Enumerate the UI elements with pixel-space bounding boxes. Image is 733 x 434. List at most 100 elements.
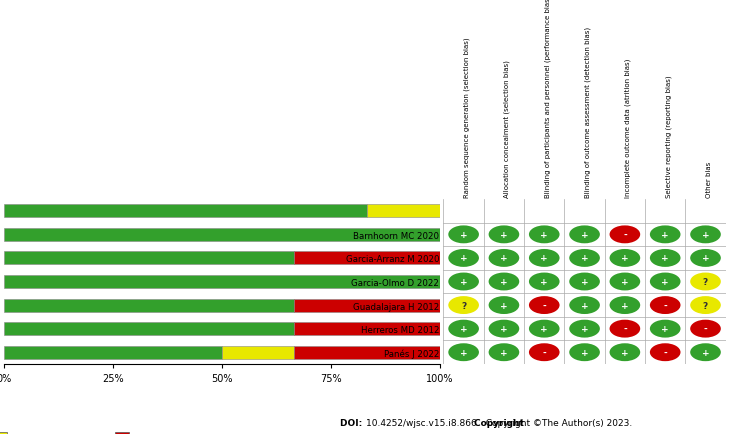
Bar — [4, 299, 295, 312]
Circle shape — [610, 343, 640, 362]
Circle shape — [650, 273, 680, 291]
Circle shape — [449, 343, 479, 362]
Circle shape — [449, 250, 479, 267]
Text: -: - — [623, 324, 627, 333]
Text: +: + — [661, 230, 669, 239]
Text: +: + — [581, 324, 589, 333]
Text: +: + — [621, 277, 629, 286]
Text: Copyright: Copyright — [474, 418, 527, 427]
Circle shape — [690, 273, 721, 291]
Circle shape — [449, 296, 479, 314]
Text: +: + — [500, 277, 508, 286]
Circle shape — [489, 343, 519, 362]
Text: +: + — [540, 324, 548, 333]
Circle shape — [650, 320, 680, 338]
Circle shape — [529, 250, 559, 267]
Text: 10.4252/wjsc.v15.i8.866  Copyright ©The Author(s) 2023.: 10.4252/wjsc.v15.i8.866 Copyright ©The A… — [366, 418, 632, 427]
Circle shape — [650, 226, 680, 244]
Text: +: + — [581, 254, 589, 263]
Text: Other bias: Other bias — [705, 161, 712, 197]
Text: 10.4252/wjsc.v15.i8.866: 10.4252/wjsc.v15.i8.866 — [0, 433, 1, 434]
Circle shape — [489, 273, 519, 291]
Circle shape — [690, 296, 721, 314]
Circle shape — [570, 226, 600, 244]
Circle shape — [570, 320, 600, 338]
Text: -: - — [704, 324, 707, 333]
Text: -: - — [542, 301, 546, 310]
Text: +: + — [500, 254, 508, 263]
Circle shape — [650, 250, 680, 267]
Text: -: - — [623, 230, 627, 239]
Circle shape — [529, 343, 559, 362]
Text: +: + — [581, 348, 589, 357]
Text: Random sequence generation (selection bias): Random sequence generation (selection bi… — [463, 37, 470, 197]
Text: Selective reporting (reporting bias): Selective reporting (reporting bias) — [666, 75, 671, 197]
Circle shape — [610, 250, 640, 267]
Text: ?: ? — [703, 301, 708, 310]
Text: +: + — [540, 230, 548, 239]
Circle shape — [570, 296, 600, 314]
Circle shape — [489, 320, 519, 338]
Circle shape — [449, 226, 479, 244]
Circle shape — [529, 273, 559, 291]
Circle shape — [489, 250, 519, 267]
Circle shape — [529, 226, 559, 244]
Circle shape — [449, 273, 479, 291]
Text: Incomplete outcome data (atrition bias): Incomplete outcome data (atrition bias) — [625, 59, 631, 197]
Text: +: + — [460, 348, 468, 357]
Text: +: + — [500, 324, 508, 333]
Text: +: + — [460, 254, 468, 263]
Text: +: + — [460, 230, 468, 239]
Circle shape — [690, 250, 721, 267]
Text: +: + — [540, 254, 548, 263]
Circle shape — [690, 226, 721, 244]
Text: DOI:: DOI: — [340, 418, 366, 427]
Circle shape — [610, 226, 640, 244]
Bar — [4, 228, 440, 241]
Bar — [295, 322, 440, 335]
Text: +: + — [581, 230, 589, 239]
Text: DOI:: DOI: — [0, 433, 1, 434]
Text: +: + — [661, 254, 669, 263]
Bar — [4, 346, 221, 359]
Text: +: + — [701, 348, 710, 357]
Circle shape — [489, 226, 519, 244]
Text: +: + — [661, 324, 669, 333]
Text: Copyright ©The Author(s) 2023.: Copyright ©The Author(s) 2023. — [0, 433, 1, 434]
Text: Blinding of participants and personnel (performance bias): Blinding of participants and personnel (… — [544, 0, 550, 197]
Circle shape — [570, 250, 600, 267]
Text: +: + — [460, 324, 468, 333]
Text: -: - — [663, 301, 667, 310]
Text: +: + — [701, 230, 710, 239]
Circle shape — [610, 320, 640, 338]
Text: +: + — [581, 301, 589, 310]
Text: +: + — [621, 254, 629, 263]
Circle shape — [610, 296, 640, 314]
Circle shape — [650, 296, 680, 314]
Circle shape — [690, 320, 721, 338]
Text: +: + — [500, 348, 508, 357]
Text: +: + — [540, 277, 548, 286]
Circle shape — [570, 273, 600, 291]
Text: +: + — [581, 277, 589, 286]
Text: Blinding of outcome assessment (detection bias): Blinding of outcome assessment (detectio… — [584, 27, 591, 197]
Text: -: - — [542, 348, 546, 357]
Bar — [4, 322, 295, 335]
Text: +: + — [500, 230, 508, 239]
Bar — [4, 276, 440, 288]
Text: ?: ? — [703, 277, 708, 286]
Circle shape — [610, 273, 640, 291]
Legend: Low risk of bias, Unclear risk of bias, High risk of bias: Low risk of bias, Unclear risk of bias, … — [0, 429, 213, 434]
Bar — [295, 299, 440, 312]
Text: +: + — [621, 301, 629, 310]
Text: ©The Author(s) 2023.: ©The Author(s) 2023. — [0, 433, 1, 434]
Circle shape — [690, 343, 721, 362]
Text: +: + — [621, 348, 629, 357]
Bar — [221, 346, 295, 359]
Bar — [295, 252, 440, 265]
Circle shape — [449, 320, 479, 338]
Text: 10.4252/wjsc.v15.i8.866  Copyright: 10.4252/wjsc.v15.i8.866 Copyright — [0, 433, 1, 434]
Text: Allocation concealment (selection bias): Allocation concealment (selection bias) — [504, 60, 510, 197]
Bar — [4, 205, 367, 218]
Text: +: + — [661, 277, 669, 286]
